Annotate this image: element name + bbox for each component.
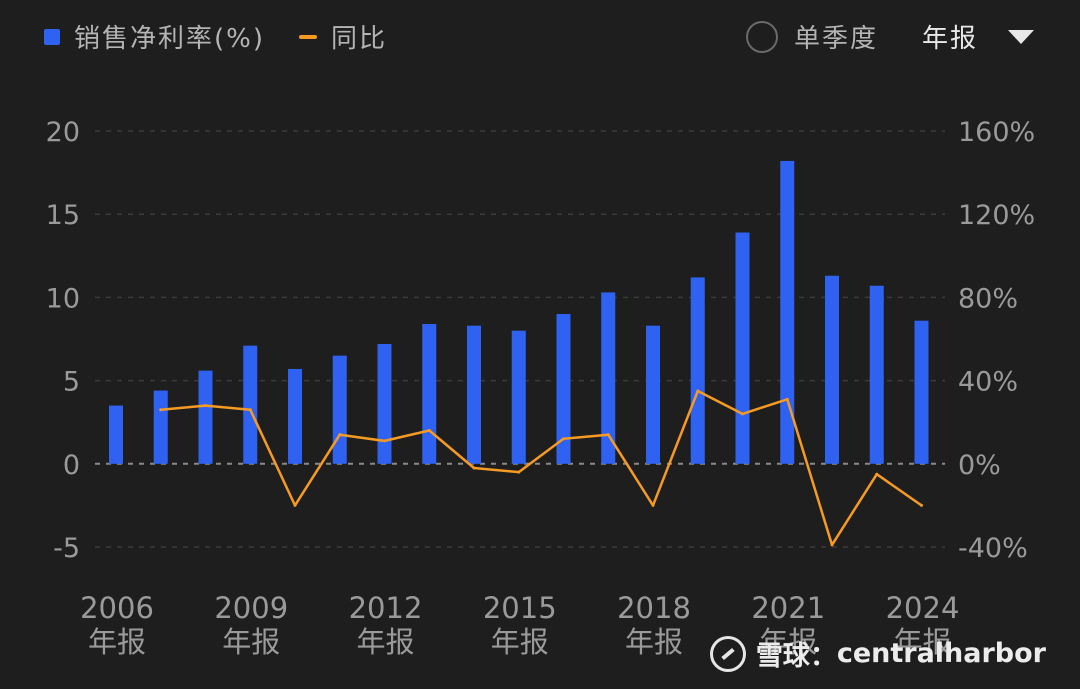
bar-2010年报 <box>288 368 302 464</box>
yoy-point-2010年报 <box>293 503 297 507</box>
yoy-point-2014年报 <box>472 466 476 470</box>
y-right-tick-label-5: 160% <box>958 117 1035 148</box>
period-select[interactable]: 年报 <box>921 24 978 54</box>
x-tick-year-6: 2024 <box>886 591 960 625</box>
x-tick-suffix-5: 年报 <box>759 625 817 659</box>
x-tick-year-2: 2012 <box>349 591 423 625</box>
bar-2014年报 <box>467 325 481 464</box>
bar-2019年报 <box>690 277 705 464</box>
bar-2021年报 <box>780 160 795 464</box>
period-controls: 单季度 年报 <box>745 18 1034 55</box>
y-right-tick-label-1: 0% <box>958 450 1001 481</box>
watermark-user: centralharbor <box>836 638 1046 669</box>
bar-2016年报 <box>556 314 571 464</box>
yoy-point-2016年报 <box>562 437 565 441</box>
watermark-brand: 雪球 <box>755 641 810 672</box>
bar-2011年报 <box>332 355 347 464</box>
yoy-point-2022年报 <box>830 543 834 547</box>
yoy-point-2017年报 <box>606 433 610 437</box>
bar-2007年报 <box>153 390 168 464</box>
yoy-point-2012年报 <box>383 439 386 443</box>
snowball-logo-icon <box>709 635 746 672</box>
x-tick-suffix-1: 年报 <box>222 625 280 659</box>
y-left-tick-label-0: -5 <box>53 533 80 564</box>
yoy-point-2011年报 <box>338 433 342 437</box>
bar-2017年报 <box>601 292 616 464</box>
x-tick-suffix-0: 年报 <box>88 625 146 659</box>
x-tick-year-0: 2006 <box>80 591 154 625</box>
x-tick-year-5: 2021 <box>751 591 825 625</box>
y-left-tick-label-4: 15 <box>46 200 80 231</box>
bar-2012年报 <box>377 343 392 464</box>
x-tick-year-3: 2015 <box>483 591 557 625</box>
x-tick-suffix-4: 年报 <box>625 625 683 659</box>
bar-2008年报 <box>198 370 213 464</box>
bar-2009年报 <box>243 345 258 464</box>
yoy-line <box>160 389 923 547</box>
radio-circle-icon[interactable] <box>745 20 778 53</box>
bar-2013年报 <box>422 324 437 464</box>
y-right-tick-label-3: 80% <box>958 283 1018 314</box>
y-right-tick-label-4: 120% <box>958 200 1035 231</box>
y-left-tick-label-2: 5 <box>63 367 80 398</box>
y-right-tick-label-0: -40% <box>958 533 1028 564</box>
yoy-point-2019年报 <box>696 389 700 393</box>
watermark: 雪球 ： centralharbor <box>709 634 1046 673</box>
line-swatch-icon <box>299 34 317 39</box>
yoy-point-2021年报 <box>785 397 789 401</box>
x-tick-year-1: 2009 <box>214 591 288 625</box>
legend: 销售净利率(%) 同比 <box>44 18 421 55</box>
x-tick-suffix-6: 年报 <box>893 625 951 659</box>
bar-swatch-icon <box>44 28 60 45</box>
yoy-point-2007年报 <box>159 408 163 412</box>
bar-2006年报 <box>109 405 123 464</box>
yoy-point-2020年报 <box>741 412 744 416</box>
bar-2024年报 <box>914 320 929 464</box>
x-tick-suffix-3: 年报 <box>491 625 549 659</box>
yoy-point-2013年报 <box>427 429 431 433</box>
legend-label-net-margin: 销售净利率(%) <box>74 24 265 54</box>
legend-item-yoy[interactable]: 同比 <box>299 18 387 55</box>
legend-label-yoy: 同比 <box>331 24 388 54</box>
y-left-tick-label-1: 0 <box>63 450 80 481</box>
legend-item-net-margin[interactable]: 销售净利率(%) <box>44 18 265 55</box>
quarter-toggle-label[interactable]: 单季度 <box>793 24 878 54</box>
watermark-separator: ： <box>809 641 837 672</box>
y-left-tick-label-5: 20 <box>46 117 80 148</box>
yoy-point-2008年报 <box>204 404 207 408</box>
y-left-tick-label-3: 10 <box>46 283 80 314</box>
bar-2023年报 <box>869 285 884 464</box>
yoy-point-2009年报 <box>248 408 252 412</box>
bar-2022年报 <box>825 275 839 464</box>
bar-2018年报 <box>646 325 660 464</box>
x-tick-suffix-2: 年报 <box>356 625 414 659</box>
caret-down-icon[interactable] <box>1008 29 1034 44</box>
yoy-point-2024年报 <box>920 503 923 507</box>
yoy-point-2018年报 <box>651 503 655 507</box>
x-tick-year-4: 2018 <box>617 591 691 625</box>
bar-2015年报 <box>511 330 526 464</box>
yoy-point-2023年报 <box>875 472 879 476</box>
bar-2020年报 <box>735 232 750 464</box>
yoy-point-2015年报 <box>517 470 521 474</box>
y-right-tick-label-2: 40% <box>958 367 1018 398</box>
